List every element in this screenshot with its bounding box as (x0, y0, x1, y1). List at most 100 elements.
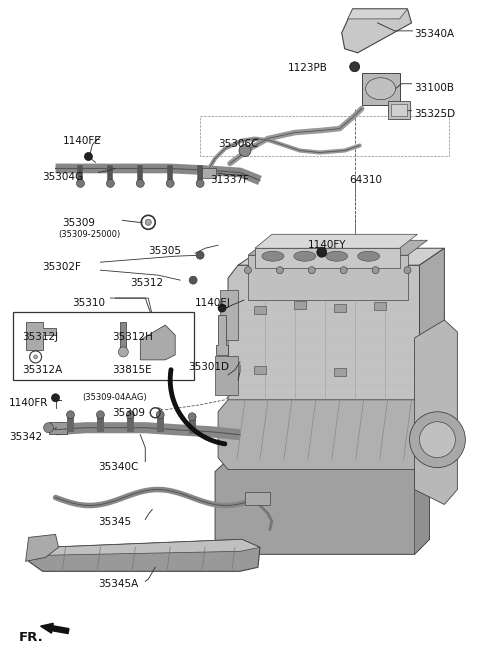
Bar (391, 104, 407, 116)
Polygon shape (348, 9, 408, 19)
Polygon shape (415, 320, 457, 505)
Text: 35309: 35309 (112, 408, 145, 418)
Circle shape (76, 179, 84, 187)
Text: 35312J: 35312J (23, 332, 59, 342)
Circle shape (404, 267, 411, 274)
Circle shape (409, 412, 465, 468)
Text: (35309-25000): (35309-25000) (59, 231, 121, 239)
Circle shape (136, 179, 144, 187)
Text: 35302F: 35302F (43, 262, 82, 272)
Text: 1140FE: 1140FE (62, 135, 101, 146)
Bar (245, 491, 270, 505)
Text: 35305: 35305 (148, 246, 181, 256)
Text: 1140FR: 1140FR (9, 397, 48, 408)
Text: 35340A: 35340A (415, 29, 455, 39)
Polygon shape (215, 356, 238, 395)
Ellipse shape (294, 251, 316, 261)
Text: 1140EJ: 1140EJ (195, 298, 231, 308)
Circle shape (96, 411, 104, 419)
Circle shape (218, 304, 226, 312)
Circle shape (420, 422, 456, 458)
Polygon shape (255, 235, 418, 248)
Circle shape (308, 267, 315, 274)
Circle shape (188, 413, 196, 420)
Polygon shape (255, 248, 399, 268)
Polygon shape (216, 315, 228, 355)
Polygon shape (248, 255, 408, 300)
Circle shape (34, 355, 37, 359)
Bar (254, 366, 266, 374)
Circle shape (107, 179, 114, 187)
Circle shape (84, 152, 93, 160)
Circle shape (51, 394, 60, 402)
Text: 35312: 35312 (130, 278, 164, 288)
Circle shape (119, 347, 128, 357)
Ellipse shape (262, 251, 284, 261)
Circle shape (126, 411, 134, 419)
Text: 35345: 35345 (98, 518, 132, 528)
Polygon shape (420, 248, 444, 455)
Polygon shape (228, 265, 430, 464)
Circle shape (317, 247, 327, 257)
Polygon shape (248, 240, 428, 255)
Text: 35345A: 35345A (98, 579, 139, 589)
Text: FR.: FR. (19, 631, 43, 644)
Circle shape (166, 179, 174, 187)
Bar (12, 312, 194, 380)
Text: 35312A: 35312A (23, 365, 63, 375)
Polygon shape (238, 248, 444, 265)
Circle shape (156, 411, 164, 419)
Bar (387, 101, 409, 119)
Text: 31337F: 31337F (210, 175, 249, 185)
Circle shape (372, 267, 379, 274)
Bar (254, 306, 266, 314)
Bar (334, 304, 346, 312)
Circle shape (44, 422, 54, 433)
Polygon shape (220, 290, 238, 340)
Text: 35304G: 35304G (43, 172, 84, 183)
Bar (294, 301, 306, 309)
Text: 1140FY: 1140FY (308, 240, 346, 250)
Polygon shape (25, 322, 56, 350)
Circle shape (244, 267, 252, 274)
Text: 35342: 35342 (9, 432, 42, 442)
Text: 35306C: 35306C (218, 139, 258, 148)
FancyArrow shape (41, 623, 69, 633)
Circle shape (67, 411, 74, 419)
Text: 35301D: 35301D (188, 362, 229, 372)
Text: 35312H: 35312H (112, 332, 153, 342)
Text: 35340C: 35340C (98, 462, 139, 472)
Circle shape (239, 145, 251, 156)
Circle shape (189, 276, 197, 284)
Circle shape (196, 251, 204, 260)
Text: 33100B: 33100B (415, 83, 455, 93)
Polygon shape (342, 9, 411, 53)
Polygon shape (361, 73, 399, 104)
Polygon shape (29, 539, 260, 572)
Polygon shape (215, 460, 430, 555)
Text: 1123PB: 1123PB (288, 63, 328, 73)
Circle shape (196, 179, 204, 187)
Polygon shape (25, 534, 59, 561)
Circle shape (340, 267, 347, 274)
Polygon shape (415, 460, 430, 555)
Bar (373, 302, 385, 310)
Circle shape (276, 267, 283, 274)
Circle shape (145, 219, 151, 225)
Bar (120, 322, 126, 352)
Bar (334, 368, 346, 376)
Circle shape (350, 62, 360, 72)
Text: 35310: 35310 (72, 298, 106, 308)
Text: 35309: 35309 (62, 218, 96, 229)
Text: 33815E: 33815E (112, 365, 152, 375)
Text: (35309-04AAG): (35309-04AAG) (83, 393, 147, 402)
Polygon shape (43, 539, 260, 555)
Bar (48, 422, 67, 434)
Polygon shape (140, 325, 175, 360)
Ellipse shape (366, 78, 396, 100)
Bar (202, 168, 216, 179)
Text: 35325D: 35325D (415, 108, 456, 119)
Ellipse shape (358, 251, 380, 261)
Text: 64310: 64310 (350, 175, 383, 185)
Ellipse shape (326, 251, 348, 261)
